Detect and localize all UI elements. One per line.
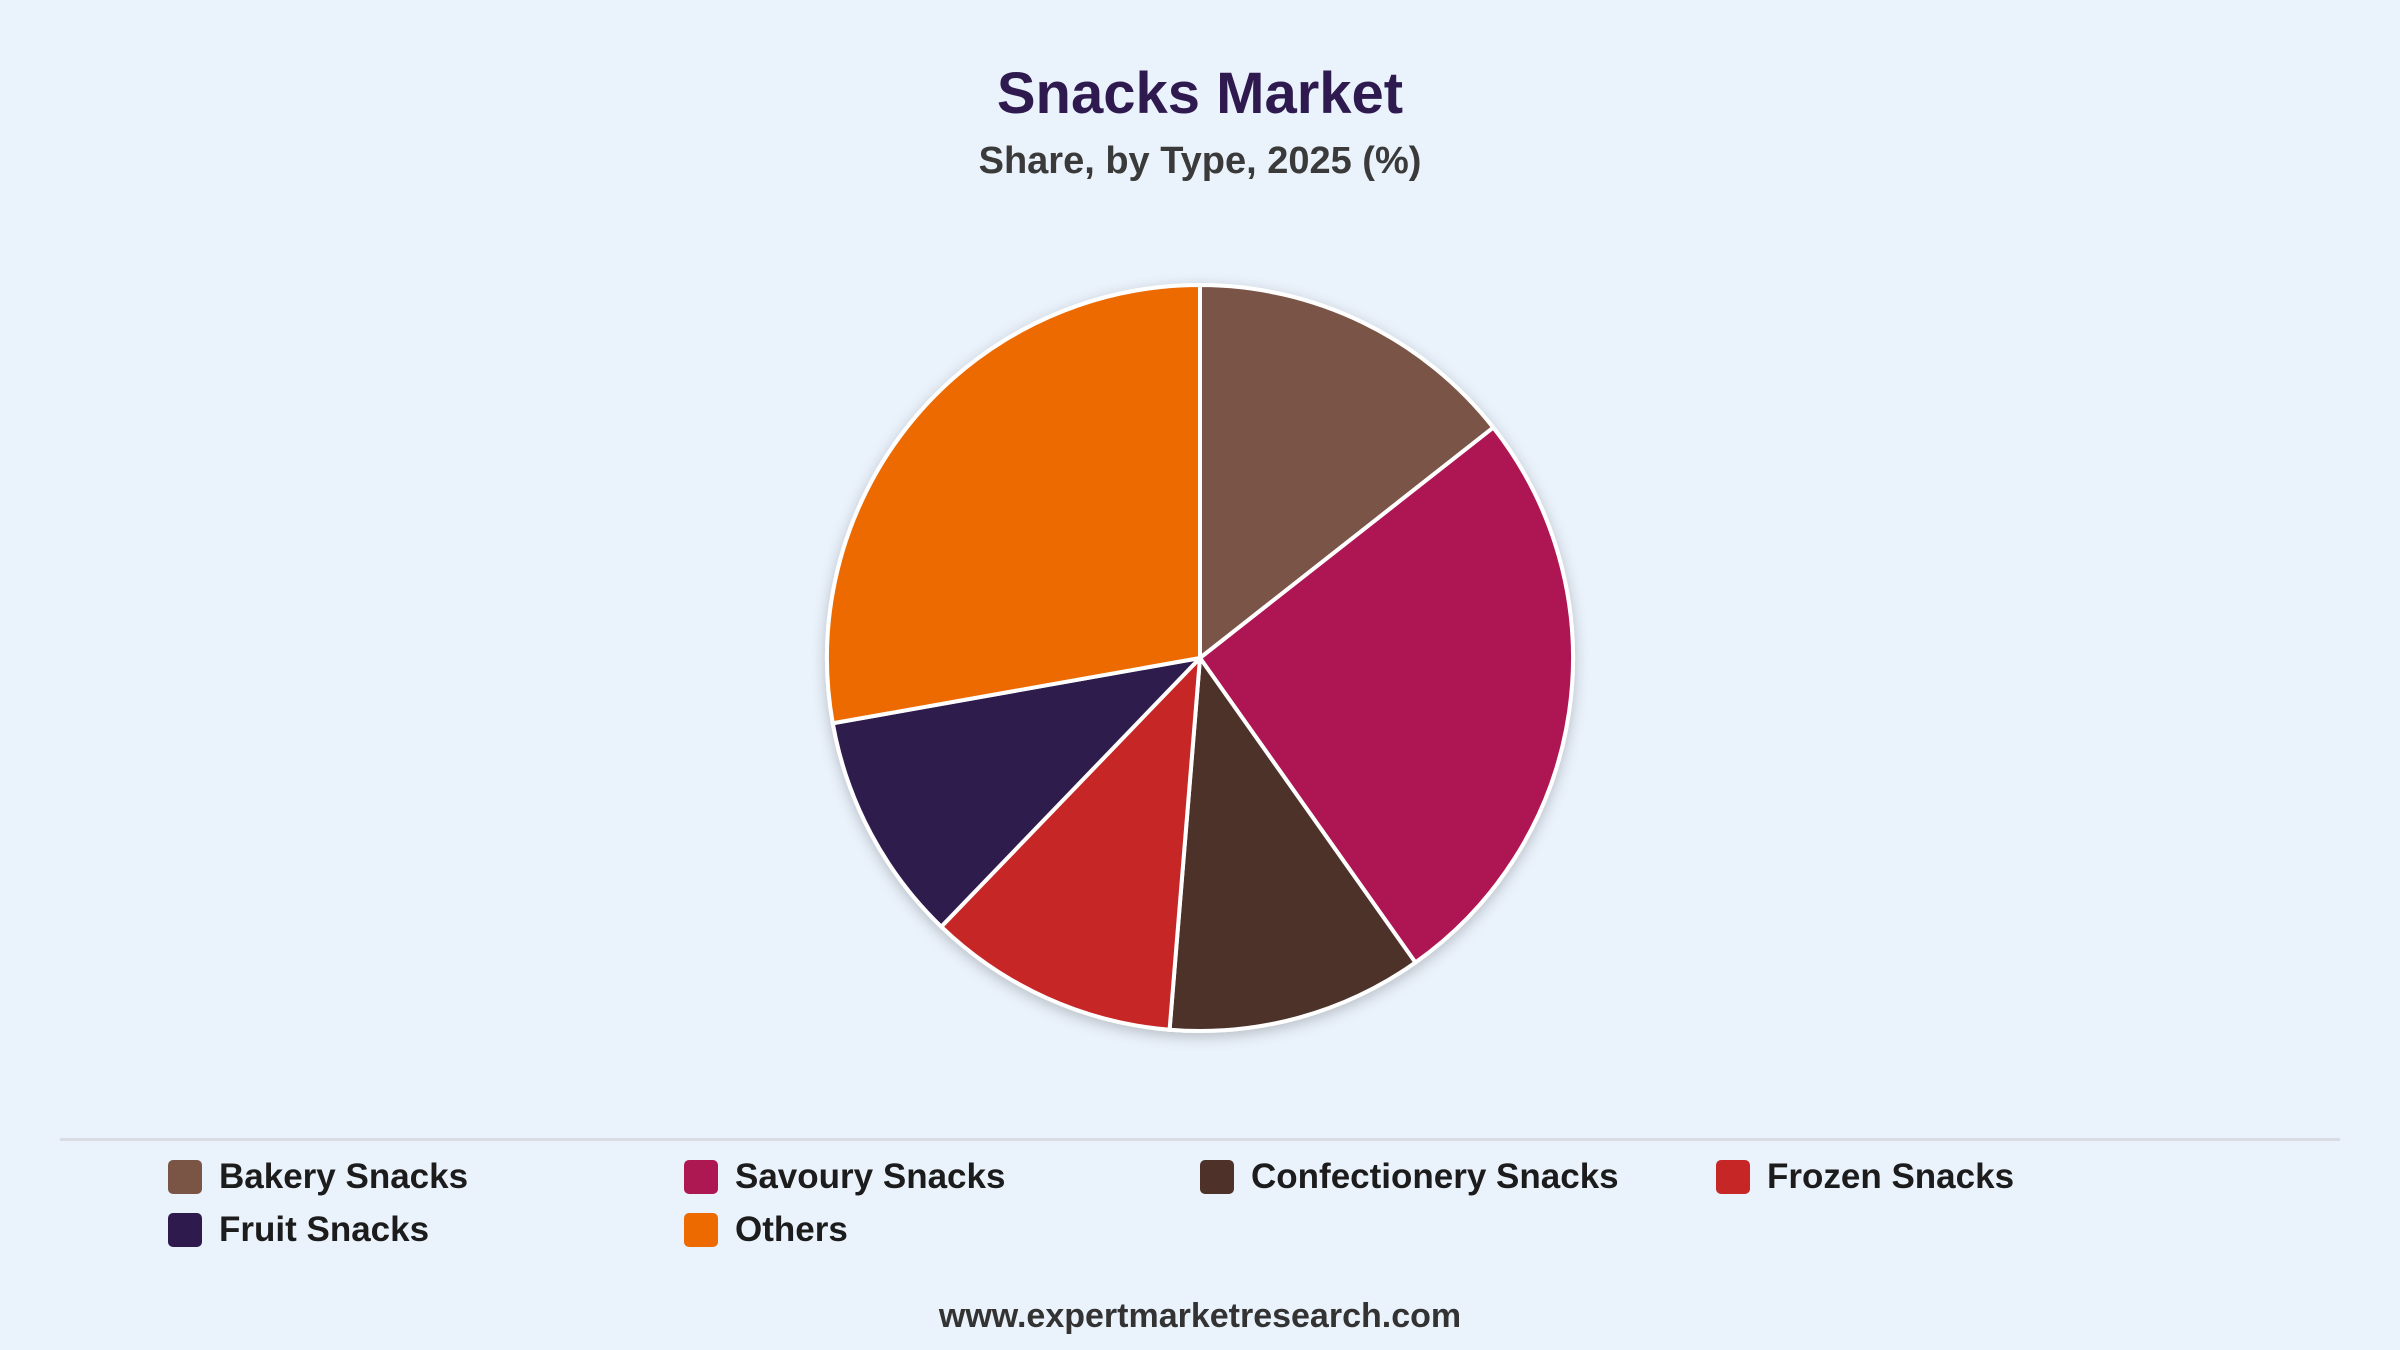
legend-label: Savoury Snacks — [735, 1157, 1006, 1196]
pie-slice-confectionery-snacks[interactable] — [1167, 656, 1418, 1034]
legend-divider — [60, 1138, 2340, 1141]
legend-item-others[interactable]: Others — [684, 1210, 848, 1250]
pie-slice-frozen-snacks[interactable] — [939, 656, 1202, 1032]
legend-swatch — [684, 1213, 718, 1247]
pie-chart — [825, 283, 1575, 1034]
legend-item-fruit-snacks[interactable]: Fruit Snacks — [168, 1210, 429, 1250]
legend-item-savoury-snacks[interactable]: Savoury Snacks — [684, 1157, 1005, 1197]
legend-swatch — [684, 1160, 718, 1194]
legend-swatch — [168, 1160, 202, 1194]
legend-swatch — [1716, 1160, 1750, 1194]
pie-slice-savoury-snacks[interactable] — [1198, 425, 1575, 965]
pie-slice-fruit-snacks[interactable] — [830, 656, 1202, 929]
legend-label: Confectionery Snacks — [1251, 1157, 1619, 1196]
legend-swatch — [168, 1213, 202, 1247]
legend-item-bakery-snacks[interactable]: Bakery Snacks — [168, 1157, 468, 1197]
legend-item-frozen-snacks[interactable]: Frozen Snacks — [1716, 1157, 2014, 1197]
legend-label: Others — [735, 1210, 848, 1249]
pie-slices — [825, 283, 1575, 1034]
source-url[interactable]: www.expertmarketresearch.com — [938, 1297, 1462, 1335]
legend-label: Frozen Snacks — [1767, 1157, 2015, 1196]
pie-slice-bakery-snacks[interactable] — [1198, 283, 1496, 660]
legend-item-confectionery-snacks[interactable]: Confectionery Snacks — [1200, 1157, 1619, 1197]
legend-label: Fruit Snacks — [219, 1210, 430, 1249]
pie-slice-others[interactable] — [825, 283, 1202, 726]
legend-swatch — [1200, 1160, 1234, 1194]
chart-title: Snacks Market — [996, 61, 1404, 126]
chart-subtitle: Share, by Type, 2025 (%) — [978, 140, 1422, 182]
legend-label: Bakery Snacks — [219, 1157, 469, 1196]
